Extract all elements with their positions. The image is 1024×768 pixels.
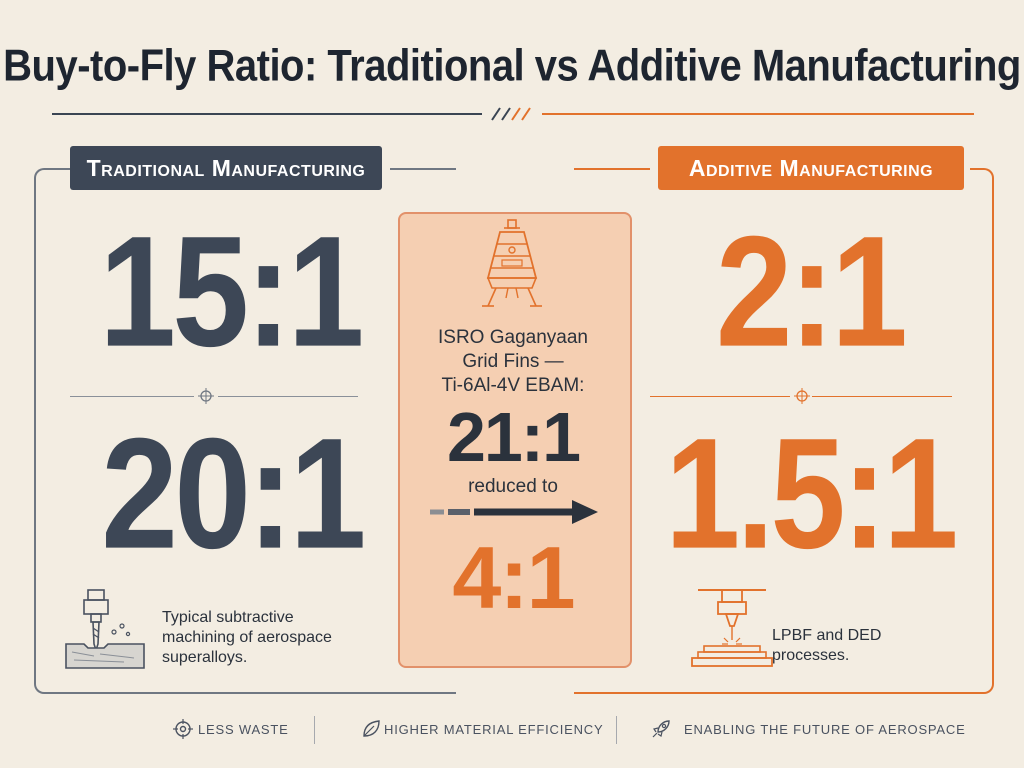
footer-separator <box>616 716 617 744</box>
milling-machine-icon <box>65 589 145 669</box>
divider <box>812 396 952 397</box>
additive-caption: LPBF and DED processes. <box>772 627 882 664</box>
footer-separator <box>314 716 315 744</box>
case-study-line2: Grid Fins — <box>462 351 564 372</box>
arrow-right-icon <box>430 500 598 524</box>
case-study-after-ratio: 4:1 <box>452 528 575 627</box>
3d-printer-icon <box>691 589 773 667</box>
divider <box>70 396 194 397</box>
traditional-caption: Typical subtractive machining of aerospa… <box>162 609 332 666</box>
additive-ratio-top: 2:1 <box>715 202 908 380</box>
case-study-card <box>398 212 632 668</box>
divider <box>218 396 358 397</box>
case-study-line1: ISRO Gaganyaan <box>438 327 588 348</box>
footer-material-efficiency: HIGHER MATERIAL EFFICIENCY <box>384 722 604 737</box>
crosshair-icon <box>198 388 214 404</box>
divider <box>650 396 790 397</box>
rocket-icon <box>652 720 670 738</box>
additive-ratio-bottom: 1.5:1 <box>665 404 958 582</box>
case-study-line3: Ti-6Al-4V EBAM: <box>441 375 585 396</box>
title-rule-left <box>52 113 482 115</box>
crosshair-icon <box>794 388 810 404</box>
hatch-mark <box>491 107 531 121</box>
traditional-ratio-top: 15:1 <box>99 202 364 380</box>
reduced-to-label: reduced to <box>468 476 558 497</box>
footer-future-aerospace: ENABLING THE FUTURE OF AEROSPACE <box>684 722 966 737</box>
leaf-icon <box>363 720 380 737</box>
additive-heading: Additive Manufacturing <box>658 146 964 190</box>
space-capsule-icon <box>482 219 542 307</box>
traditional-heading: Traditional Manufacturing <box>70 146 382 190</box>
footer-less-waste: LESS WASTE <box>198 722 289 737</box>
traditional-ratio-bottom: 20:1 <box>101 404 366 582</box>
page-title: Buy-to-Fly Ratio: Traditional vs Additiv… <box>3 41 1021 91</box>
target-icon <box>173 719 193 739</box>
case-study-before-ratio: 21:1 <box>446 398 581 476</box>
title-rule-right <box>542 113 974 115</box>
